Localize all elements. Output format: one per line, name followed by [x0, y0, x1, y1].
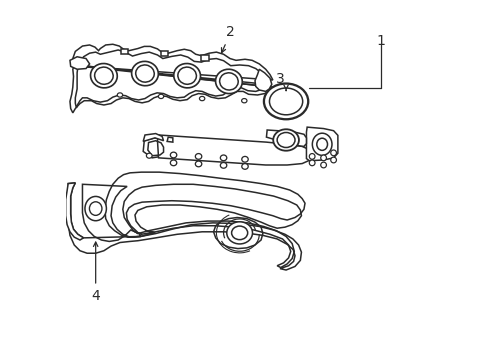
Ellipse shape: [273, 129, 299, 151]
Polygon shape: [306, 127, 338, 161]
Ellipse shape: [85, 197, 106, 221]
Ellipse shape: [312, 133, 332, 156]
Polygon shape: [161, 51, 168, 57]
Ellipse shape: [270, 88, 303, 115]
Ellipse shape: [317, 138, 327, 150]
Ellipse shape: [147, 153, 152, 158]
Polygon shape: [70, 57, 90, 69]
Ellipse shape: [227, 222, 252, 244]
Text: 3: 3: [276, 72, 285, 86]
Ellipse shape: [171, 152, 177, 158]
Ellipse shape: [242, 157, 248, 162]
Ellipse shape: [90, 202, 102, 215]
Ellipse shape: [277, 132, 295, 148]
Text: 2: 2: [221, 26, 235, 53]
Ellipse shape: [95, 67, 113, 84]
Polygon shape: [143, 138, 166, 158]
Polygon shape: [167, 137, 173, 142]
Ellipse shape: [174, 63, 200, 88]
Polygon shape: [255, 69, 272, 91]
Polygon shape: [66, 183, 83, 240]
Polygon shape: [70, 44, 273, 113]
Ellipse shape: [220, 73, 238, 90]
Polygon shape: [267, 130, 306, 147]
Ellipse shape: [264, 84, 308, 119]
Ellipse shape: [220, 162, 227, 168]
Ellipse shape: [178, 67, 196, 84]
Ellipse shape: [309, 154, 315, 159]
Ellipse shape: [321, 155, 326, 161]
Polygon shape: [121, 49, 128, 54]
Ellipse shape: [309, 160, 315, 166]
Ellipse shape: [136, 65, 154, 82]
Ellipse shape: [220, 155, 227, 161]
Polygon shape: [143, 134, 164, 141]
Ellipse shape: [242, 99, 247, 103]
Ellipse shape: [331, 157, 337, 163]
Polygon shape: [201, 55, 209, 61]
Ellipse shape: [331, 150, 337, 156]
Text: 4: 4: [91, 242, 100, 303]
Ellipse shape: [158, 94, 164, 99]
Ellipse shape: [171, 160, 177, 166]
Text: 1: 1: [376, 34, 385, 48]
Ellipse shape: [91, 63, 117, 88]
Polygon shape: [157, 135, 310, 165]
Ellipse shape: [196, 154, 202, 159]
Polygon shape: [68, 172, 305, 270]
Ellipse shape: [232, 226, 247, 240]
Ellipse shape: [132, 61, 158, 86]
Ellipse shape: [117, 93, 122, 97]
Ellipse shape: [242, 163, 248, 169]
Ellipse shape: [321, 162, 326, 168]
Ellipse shape: [199, 96, 205, 101]
Ellipse shape: [216, 69, 242, 94]
Ellipse shape: [196, 161, 202, 167]
